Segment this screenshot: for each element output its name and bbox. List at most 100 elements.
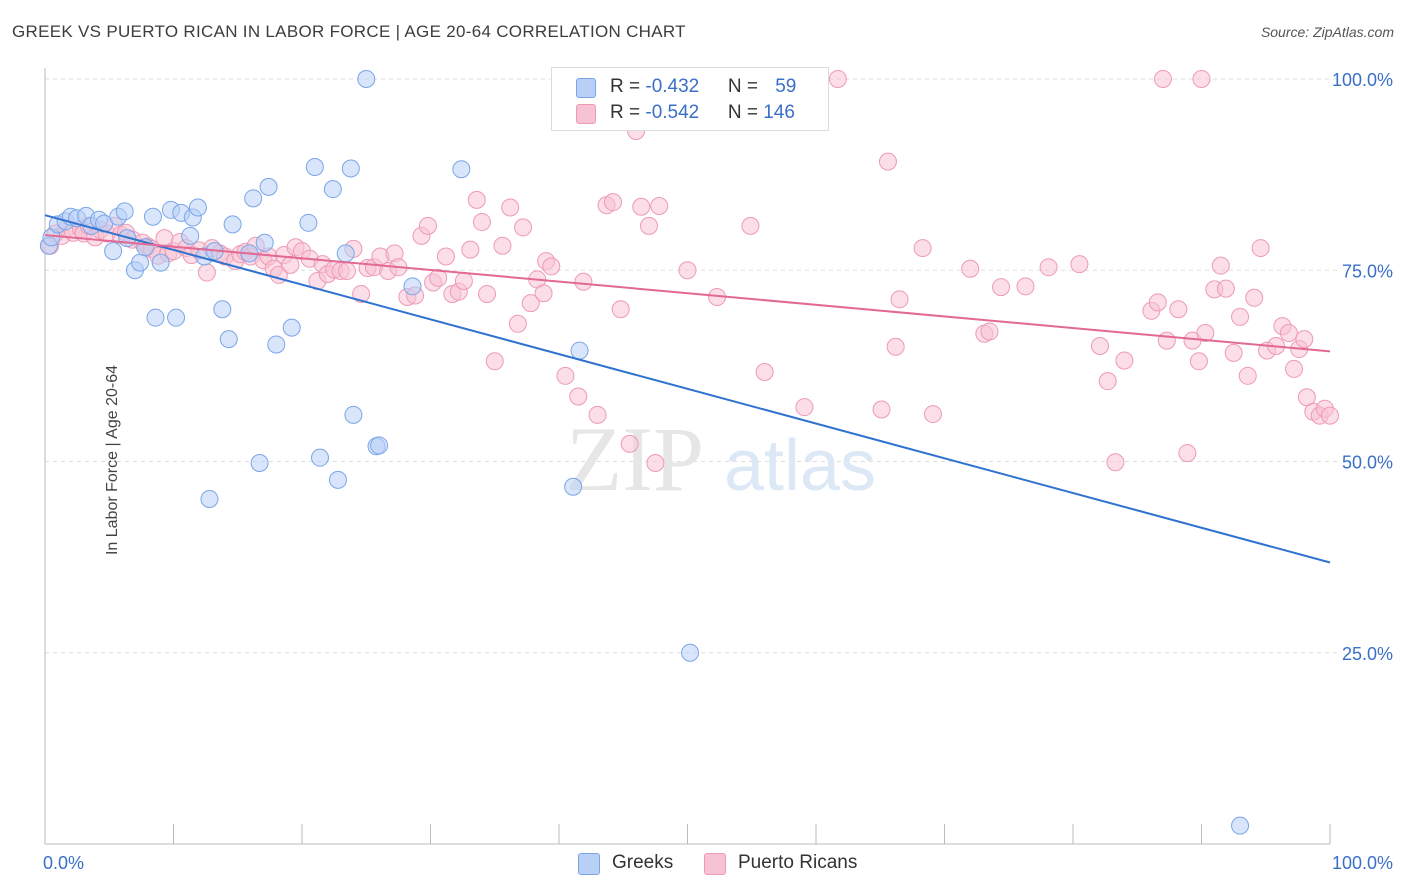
axes	[44, 68, 1331, 845]
greeks-point	[323, 180, 342, 199]
puerto-ricans-point	[878, 152, 897, 171]
puerto-ricans-point	[1224, 343, 1243, 362]
puerto-ricans-point	[611, 300, 630, 319]
greeks-point	[282, 318, 301, 337]
puerto-ricans-point	[542, 257, 561, 276]
puerto-ricans-point	[632, 197, 651, 216]
source-label: Source: ZipAtlas.com	[1260, 24, 1394, 40]
puerto-ricans-point	[603, 193, 622, 212]
puerto-ricans-point	[1231, 307, 1250, 326]
greeks-point	[188, 198, 207, 217]
puerto-ricans-point	[454, 271, 473, 290]
watermark-zip: ZIP	[566, 408, 704, 510]
puerto-ricans-point	[1245, 288, 1264, 307]
watermark-atlas: atlas	[724, 426, 876, 506]
puerto-ricans-point	[534, 284, 553, 303]
puerto-ricans-point	[478, 284, 497, 303]
pr-n-value: 146	[763, 102, 795, 123]
greeks-point	[452, 160, 471, 179]
puerto-ricans-point	[508, 314, 527, 333]
y-tick-label: 75.0%	[1342, 261, 1393, 281]
greeks-point	[681, 643, 700, 662]
greeks-legend-label: Greeks	[612, 852, 674, 873]
greeks-point	[267, 335, 286, 354]
greeks-point	[167, 308, 186, 327]
greeks-r-value: -0.432	[645, 76, 700, 97]
puerto-ricans-swatch	[576, 104, 596, 124]
puerto-ricans-point	[1279, 323, 1298, 342]
greeks-point	[328, 470, 347, 489]
puerto-ricans-point	[1321, 406, 1339, 425]
puerto-ricans-point	[352, 284, 371, 303]
greeks-point	[146, 308, 165, 327]
puerto-ricans-point	[337, 262, 356, 281]
greeks-point	[357, 70, 376, 88]
greeks-legend-swatch	[578, 853, 600, 875]
puerto-ricans-point	[1115, 351, 1134, 370]
pr-r-label: R =	[610, 102, 646, 123]
puerto-ricans-point	[485, 352, 504, 371]
greeks-point	[151, 253, 170, 272]
puerto-ricans-point	[1070, 255, 1089, 274]
puerto-ricans-point	[467, 190, 486, 209]
puerto-ricans-point	[1192, 70, 1211, 88]
puerto-ricans-point	[741, 216, 760, 235]
pr-n-label: N =	[727, 102, 764, 123]
puerto-ricans-legend-swatch	[704, 853, 726, 875]
greeks-point	[143, 207, 162, 226]
greeks-swatch	[576, 78, 596, 98]
greeks-point	[250, 454, 269, 473]
y-tick-label: 100.0%	[1332, 70, 1393, 90]
puerto-ricans-point	[461, 240, 480, 259]
puerto-ricans-point	[1157, 331, 1176, 350]
puerto-ricans-point	[521, 294, 540, 313]
greeks-point	[115, 202, 134, 221]
greeks-point	[310, 448, 329, 467]
puerto-ricans-point	[418, 216, 437, 235]
puerto-ricans-point	[1153, 70, 1172, 88]
puerto-ricans-point	[472, 213, 491, 232]
puerto-ricans-point	[1251, 239, 1270, 258]
greeks-point	[370, 436, 389, 455]
greeks-point	[403, 277, 422, 296]
puerto-ricans-point	[1016, 277, 1035, 296]
puerto-ricans-point	[1090, 336, 1109, 355]
puerto-ricans-point	[913, 239, 932, 258]
puerto-ricans-point	[620, 434, 639, 453]
puerto-ricans-point	[1189, 352, 1208, 371]
puerto-ricans-point	[890, 290, 909, 309]
puerto-ricans-point	[556, 366, 575, 385]
greeks-point	[104, 242, 123, 261]
puerto-ricans-point	[1238, 366, 1257, 385]
puerto-ricans-point	[281, 255, 300, 274]
greeks-point	[305, 157, 324, 176]
tick-labels: 25.0% 50.0% 75.0% 100.0% 0.0% 100.0%	[43, 70, 1393, 873]
greeks-point	[223, 215, 242, 234]
puerto-ricans-point	[1106, 453, 1125, 472]
greeks-point	[244, 189, 263, 208]
puerto-ricans-point	[650, 196, 669, 215]
greeks-point	[181, 226, 200, 245]
puerto-ricans-point	[646, 454, 665, 473]
greeks-point	[570, 341, 589, 360]
puerto-ricans-point	[514, 218, 533, 237]
greeks-point	[299, 213, 318, 232]
puerto-ricans-trendline	[44, 234, 1331, 353]
puerto-ricans-point	[197, 263, 216, 282]
greeks-n-value: 59	[775, 76, 797, 97]
greeks-point	[1231, 816, 1250, 835]
puerto-ricans-point	[1216, 279, 1235, 298]
watermark: ZIP atlas	[566, 408, 876, 510]
x-tick-label: 100.0%	[1332, 853, 1393, 873]
grid-lines	[45, 78, 1338, 654]
greeks-r-label: R =	[610, 76, 646, 97]
puerto-ricans-point	[795, 398, 814, 417]
puerto-ricans-point	[493, 236, 512, 255]
greeks-point	[255, 233, 274, 252]
chart-title: GREEK VS PUERTO RICAN IN LABOR FORCE | A…	[12, 22, 686, 41]
pr-r-value: -0.542	[645, 102, 700, 123]
y-tick-label: 25.0%	[1342, 644, 1393, 664]
greeks-point	[336, 244, 355, 263]
puerto-ricans-point	[1295, 330, 1314, 349]
